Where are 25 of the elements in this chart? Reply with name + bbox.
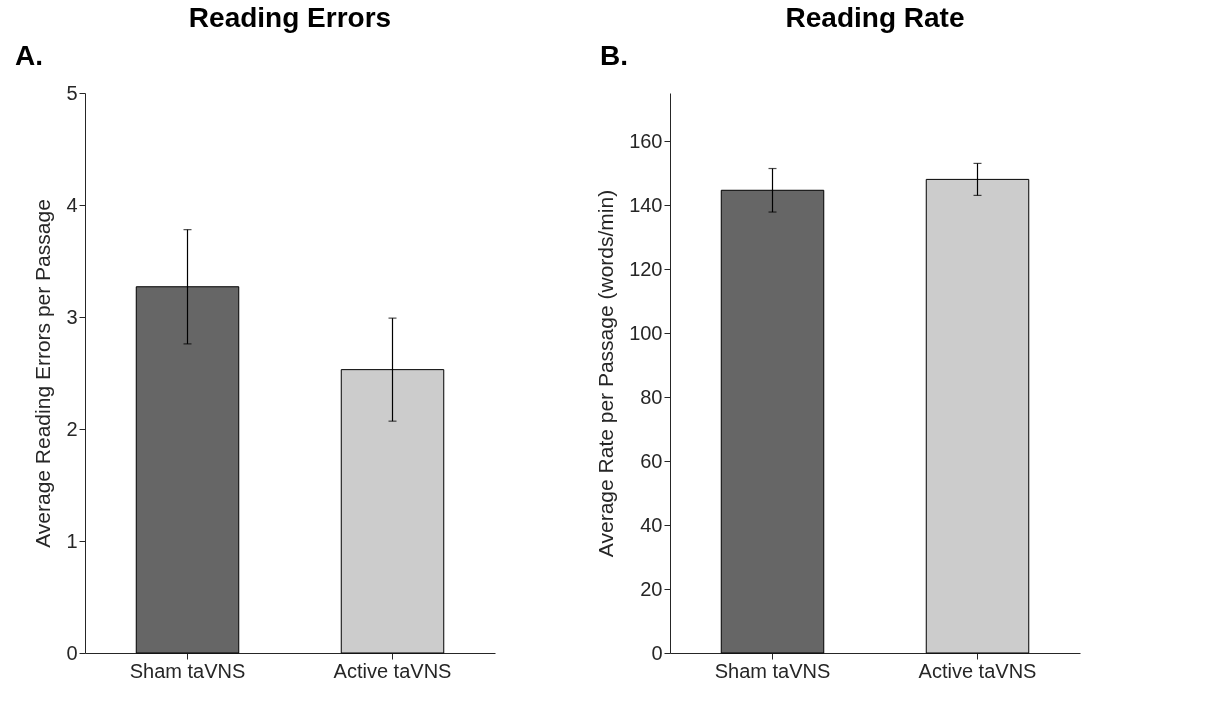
y-tick-label: 60 bbox=[640, 449, 663, 472]
y-tick-label: 1 bbox=[66, 529, 78, 552]
y-tick-label: 20 bbox=[640, 577, 663, 600]
chart-title: Reading Errors bbox=[188, 2, 392, 33]
chart-title: Reading Rate bbox=[785, 2, 965, 33]
y-tick-label: 120 bbox=[629, 257, 663, 280]
y-tick-label: 0 bbox=[66, 641, 78, 664]
y-axis-title: Average Reading Errors per Passage bbox=[31, 199, 55, 548]
x-tick-label: Sham taVNS bbox=[714, 659, 831, 682]
x-tick-label: Sham taVNS bbox=[129, 659, 246, 682]
y-tick-label: 140 bbox=[629, 193, 663, 216]
y-tick-label: 40 bbox=[640, 513, 663, 536]
text: B. bbox=[600, 40, 628, 71]
y-tick-label: 160 bbox=[629, 129, 663, 152]
y-tick-label: 3 bbox=[66, 305, 78, 328]
y-tick-label: 4 bbox=[66, 193, 78, 216]
text: A. bbox=[15, 40, 43, 71]
y-tick-label: 5 bbox=[66, 81, 78, 104]
x-tick-label: Active taVNS bbox=[333, 659, 452, 682]
x-tick-label: Active taVNS bbox=[918, 659, 1037, 682]
y-tick-label: 2 bbox=[66, 417, 78, 440]
y-tick-label: 0 bbox=[651, 641, 663, 664]
y-tick-label: 100 bbox=[629, 321, 663, 344]
y-tick-label: 80 bbox=[640, 385, 663, 408]
y-axis-title: Average Rate per Passage (words/min) bbox=[594, 189, 618, 558]
